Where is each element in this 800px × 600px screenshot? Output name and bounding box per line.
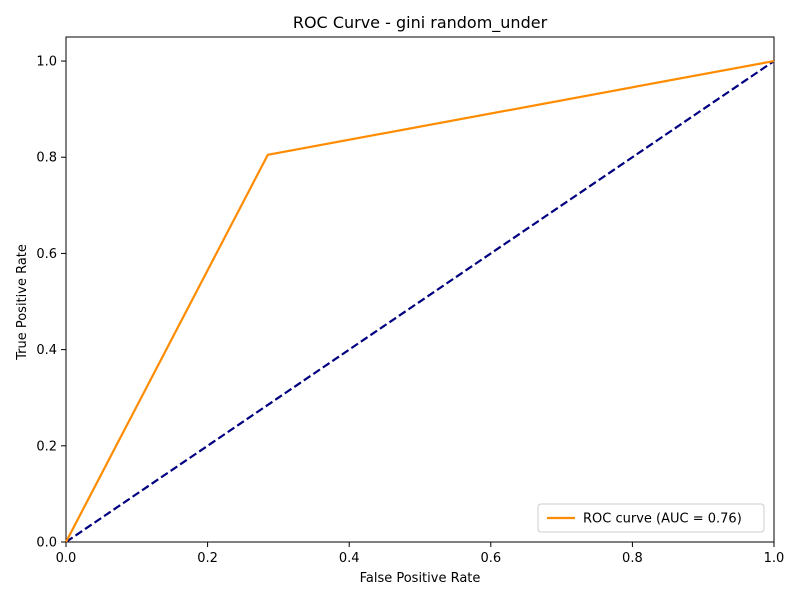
x-tick-label: 0.8 (622, 551, 643, 566)
plot-frame (65, 36, 775, 543)
x-axis-ticks: 0.0 0.2 0.4 0.6 0.8 1.0 (56, 542, 785, 566)
chart-title: ROC Curve - gini random_under (293, 13, 548, 33)
x-tick-label: 1.0 (764, 551, 785, 566)
x-tick-label: 0.4 (339, 551, 360, 566)
series-layer (65, 59, 775, 543)
diagonal-reference-line (65, 60, 775, 543)
x-tick-label: 0.2 (197, 551, 218, 566)
y-tick-label: 1.0 (36, 55, 57, 70)
y-tick-label: 0.8 (36, 151, 57, 166)
legend-box (537, 503, 765, 533)
plot-area (65, 36, 775, 543)
y-tick-label: 0.4 (36, 343, 57, 358)
y-tick-label: 0.0 (36, 536, 57, 551)
legend-entry-label: ROC curve (AUC = 0.76) (583, 512, 742, 527)
y-tick-label: 0.2 (36, 439, 57, 454)
x-axis-label: False Positive Rate (360, 571, 481, 586)
y-axis-label: True Positive Rate (15, 244, 30, 361)
roc-curve-line (65, 59, 775, 543)
x-tick-label: 0.0 (56, 551, 77, 566)
y-axis-ticks: 0.0 0.2 0.4 0.6 0.8 1.0 (36, 55, 66, 551)
x-tick-label: 0.6 (480, 551, 501, 566)
legend: ROC curve (AUC = 0.76) (537, 503, 765, 533)
y-tick-label: 0.6 (36, 247, 57, 262)
